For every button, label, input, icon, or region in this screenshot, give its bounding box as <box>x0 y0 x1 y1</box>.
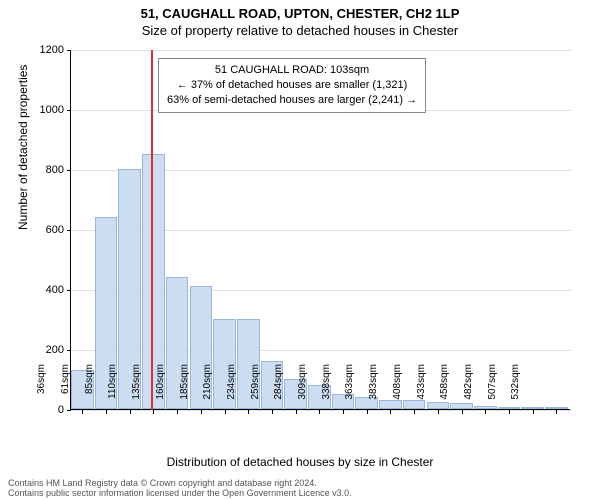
xtick-label: 160sqm <box>155 364 166 414</box>
xtick-label: 259sqm <box>250 364 261 414</box>
chart-area: 36sqm61sqm85sqm110sqm135sqm160sqm185sqm2… <box>70 50 570 410</box>
ytick-label: 1200 <box>24 44 64 56</box>
ytick-mark <box>67 230 71 231</box>
info-line1: 51 CAUGHALL ROAD: 103sqm <box>167 63 417 78</box>
gridline <box>71 50 571 51</box>
histogram-bar <box>521 407 544 409</box>
info-box: 51 CAUGHALL ROAD: 103sqm ← 37% of detach… <box>158 58 426 113</box>
ytick-mark <box>67 50 71 51</box>
ytick-mark <box>67 290 71 291</box>
xtick-mark <box>177 410 178 414</box>
ytick-label: 1000 <box>24 104 64 116</box>
xtick-label: 185sqm <box>179 364 190 414</box>
xtick-label: 433sqm <box>416 364 427 414</box>
xtick-label: 338sqm <box>321 364 332 414</box>
xtick-label: 532sqm <box>510 364 521 414</box>
histogram-bar <box>545 407 568 409</box>
xtick-label: 284sqm <box>273 364 284 414</box>
ytick-label: 800 <box>24 164 64 176</box>
xtick-label: 363sqm <box>344 364 355 414</box>
xtick-label: 482sqm <box>463 364 474 414</box>
y-axis-label: Number of detached properties <box>16 65 30 230</box>
chart-title-block: 51, CAUGHALL ROAD, UPTON, CHESTER, CH2 1… <box>0 0 600 38</box>
footer-line1: Contains HM Land Registry data © Crown c… <box>8 478 317 488</box>
footer-line2: Contains public sector information licen… <box>8 488 352 498</box>
title-line1: 51, CAUGHALL ROAD, UPTON, CHESTER, CH2 1… <box>0 6 600 21</box>
xtick-label: 110sqm <box>107 364 118 414</box>
xtick-label: 408sqm <box>392 364 403 414</box>
xtick-label: 458sqm <box>439 364 450 414</box>
xtick-label: 135sqm <box>131 364 142 414</box>
marker-line <box>151 50 153 410</box>
x-axis-label: Distribution of detached houses by size … <box>0 455 600 469</box>
ytick-mark <box>67 170 71 171</box>
title-line2: Size of property relative to detached ho… <box>0 23 600 38</box>
xtick-label: 507sqm <box>487 364 498 414</box>
xtick-label: 309sqm <box>297 364 308 414</box>
info-line2: ← 37% of detached houses are smaller (1,… <box>167 78 417 93</box>
xtick-label: 383sqm <box>368 364 379 414</box>
ytick-label: 600 <box>24 224 64 236</box>
xtick-label: 85sqm <box>84 364 95 414</box>
xtick-label: 234sqm <box>226 364 237 414</box>
ytick-mark <box>67 350 71 351</box>
xtick-mark <box>414 410 415 414</box>
xtick-label: 210sqm <box>202 364 213 414</box>
ytick-label: 200 <box>24 344 64 356</box>
ytick-label: 0 <box>24 404 64 416</box>
xtick-mark <box>556 410 557 414</box>
info-line3: 63% of semi-detached houses are larger (… <box>167 93 417 108</box>
xtick-mark <box>533 410 534 414</box>
ytick-label: 400 <box>24 284 64 296</box>
ytick-mark <box>67 110 71 111</box>
footer: Contains HM Land Registry data © Crown c… <box>8 478 352 498</box>
